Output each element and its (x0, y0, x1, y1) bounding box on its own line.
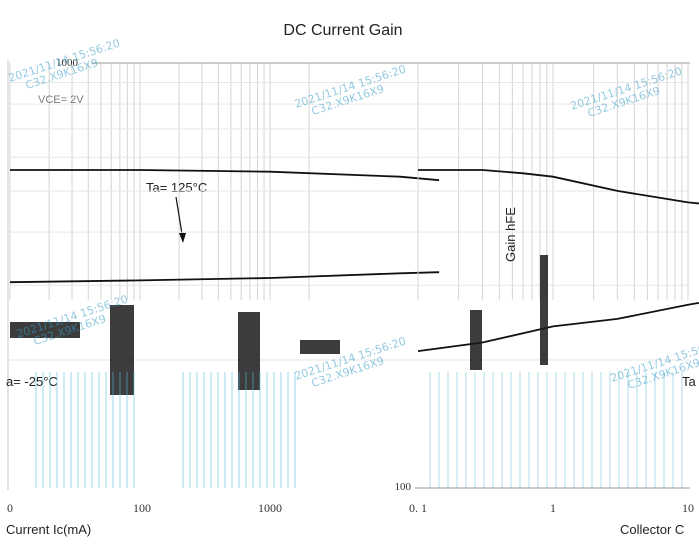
watermark-top-right: 2021/11/14 15:56:20 C32.X9K16X9 (569, 65, 684, 120)
curve-label-125c: Ta= 125°C (146, 180, 207, 195)
left-gridlines (9, 63, 310, 300)
right-series-line-0 (418, 169, 699, 205)
scan-artifact-block (238, 312, 260, 390)
scan-artifact-block (300, 340, 340, 354)
chart-title: DC Current Gain (283, 22, 402, 39)
right-x-tick-label-0: 0. 1 (409, 501, 427, 515)
left-chart-panel: 0 100 1000 Current Ic(mA) Ta= 125°C a= -… (6, 60, 440, 537)
left-series-line-0 (10, 169, 440, 182)
right-y-tick-label-top: 1000 (56, 57, 79, 69)
right-gridlines (8, 63, 690, 361)
right-x-axis-label: Collector C (620, 522, 684, 537)
right-series-line-1 (417, 301, 699, 352)
right-series-group (417, 169, 699, 352)
left-x-tick-label-0: 0 (7, 501, 13, 515)
watermark-top-center: 2021/11/14 15:56:20 C32.X9K16X9 (293, 63, 408, 118)
vce-condition-label: VCE= 2V (38, 94, 84, 106)
curve-label-125c-pointer (175, 196, 184, 241)
right-y-tick-label-bottom: 100 (395, 481, 412, 493)
left-x-axis-label: Current Ic(mA) (6, 522, 91, 537)
curve-label-minus25c: a= -25°C (6, 374, 58, 389)
right-x-tick-label-2: 10 (682, 501, 694, 515)
scan-artifact-block (110, 305, 134, 395)
scan-artifact-block (10, 322, 80, 338)
left-x-tick-label-1: 100 (133, 501, 151, 515)
right-chart-panel: DC Current Gain 1000 100 VCE= 2V 0. 1 1 … (8, 22, 699, 537)
scan-artifacts (10, 255, 683, 488)
right-y-axis-label: Gain hFE (503, 207, 518, 262)
right-x-tick-label-1: 1 (550, 501, 556, 515)
left-series-line-1 (9, 271, 440, 284)
left-x-tick-label-2: 1000 (258, 501, 282, 515)
scan-artifact-block (470, 310, 482, 370)
temperature-series-label: Ta (682, 374, 697, 389)
scan-artifact-block (540, 255, 548, 365)
left-series-group (9, 169, 440, 284)
watermark-top-left: 2021/11/14 15:56:20 C32.X9K16X9 (7, 37, 122, 92)
arrow-head-icon (179, 233, 186, 243)
